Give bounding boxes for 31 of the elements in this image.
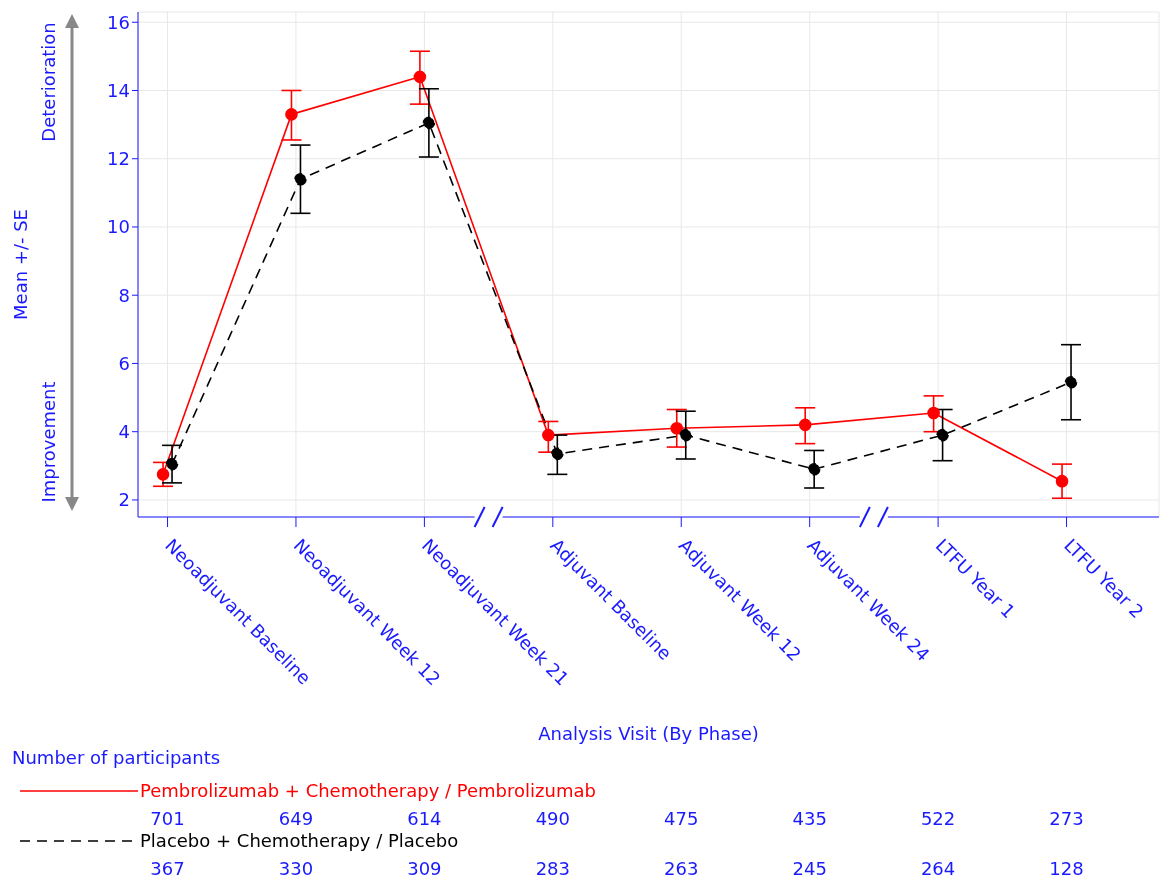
y-tick-label: 8 (118, 284, 130, 306)
text: 263 (663, 858, 700, 878)
text: 330 (277, 858, 315, 878)
text: 435 (791, 808, 828, 829)
y-tick-label: 2 (118, 489, 130, 511)
text: 614 (406, 808, 443, 829)
text: 701 (149, 808, 186, 829)
y-tick-label: 4 (118, 421, 130, 443)
text: 367 (149, 858, 186, 878)
text: 649 (277, 808, 315, 829)
text: Improvement (38, 381, 59, 503)
text: 309 (406, 858, 443, 878)
x-axis-title: Analysis Visit (By Phase) (538, 723, 759, 744)
text: 283 (534, 858, 571, 878)
y-tick-label: 12 (107, 148, 130, 170)
y-tick-label: 16 (107, 11, 130, 33)
text: 245 (791, 858, 828, 878)
text: Placebo + Chemotherapy / Placebo (140, 830, 459, 851)
y-tick-label: 10 (107, 216, 130, 238)
text: 475 (663, 808, 700, 829)
text: Pembrolizumab + Chemotherapy / Pembrolizumab (140, 780, 596, 801)
text: Number of participants (12, 747, 221, 768)
text: Deterioration (38, 22, 59, 142)
y-tick-label: 14 (107, 79, 130, 101)
text: 273 (1048, 808, 1085, 829)
text: 490 (534, 808, 571, 829)
y-axis-title: Mean +/- SE (10, 209, 31, 320)
y-tick-label: 6 (118, 352, 130, 374)
text: 264 (919, 858, 957, 878)
text: 522 (919, 808, 957, 829)
text: 128 (1048, 858, 1085, 878)
